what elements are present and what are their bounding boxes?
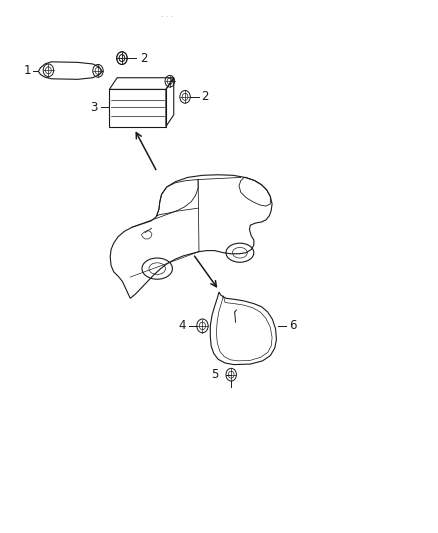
Text: 2: 2 [140, 52, 147, 64]
Text: 1: 1 [24, 64, 31, 77]
Text: 5: 5 [211, 368, 218, 381]
Text: 2: 2 [201, 90, 209, 103]
Text: . . .: . . . [161, 10, 173, 19]
Text: 6: 6 [289, 319, 296, 333]
Text: 4: 4 [179, 319, 186, 333]
Text: 3: 3 [91, 101, 98, 114]
